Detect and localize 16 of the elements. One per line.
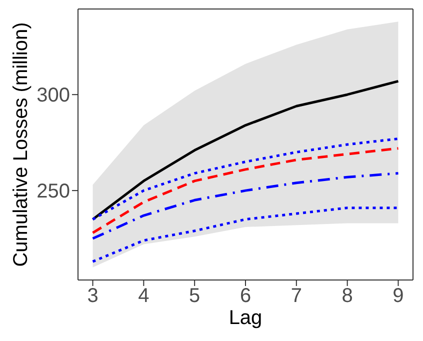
line-series: [92, 137, 400, 221]
y-axis-title: Cumulative Losses (million): [10, 22, 32, 267]
line-series: [92, 80, 400, 221]
x-tick-label: 7: [290, 285, 302, 308]
x-tick-label: 6: [240, 285, 252, 308]
x-tick-label: 4: [138, 285, 150, 308]
line-series: [92, 206, 400, 263]
y-tick-label: 250: [36, 180, 70, 203]
x-axis-title: Lag: [228, 307, 262, 329]
x-tick-label: 5: [189, 285, 200, 308]
x-tick-label: 9: [392, 285, 404, 308]
y-tick-label: 300: [36, 84, 70, 107]
x-tick-label: 3: [87, 285, 98, 308]
line-series: [92, 172, 400, 240]
x-tick-label: 8: [342, 285, 353, 308]
line-series: [92, 147, 400, 234]
